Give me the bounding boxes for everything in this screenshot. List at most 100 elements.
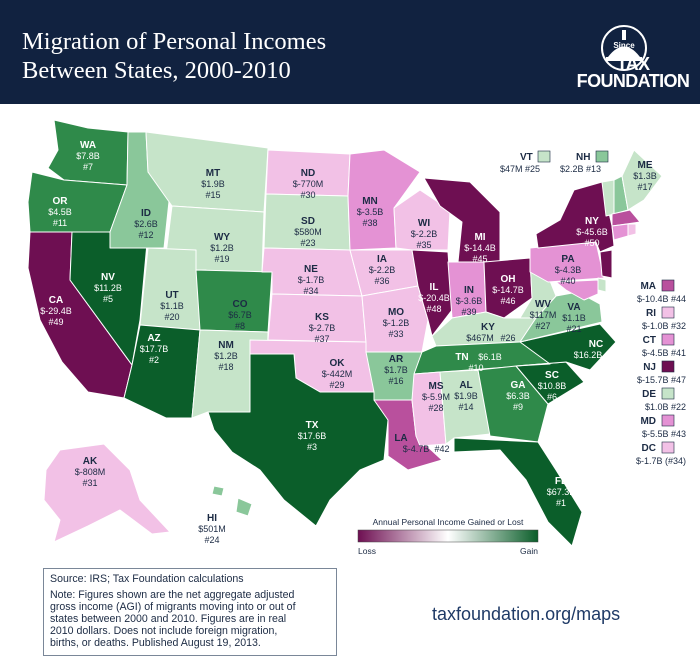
note-line: 2010 dollars. Does not include foreign m…: [50, 625, 278, 637]
callout-NJ: NJ $-15.7B #47: [637, 360, 686, 385]
label-abbr: FL: [555, 476, 567, 487]
label-MT: MT$1.9B#15: [201, 168, 225, 200]
label-value: $16.2B: [574, 350, 603, 360]
label-rank: #1: [556, 498, 566, 508]
label-SC: SC$10.8B#6: [538, 370, 567, 402]
label-AL: AL$1.9B#14: [454, 380, 478, 412]
label-value: $17.7B: [140, 344, 169, 354]
callout-MD: MD $-5.5B #43: [640, 414, 686, 439]
label-rank: #37: [314, 334, 329, 344]
label-SD: SD$580M#23: [294, 216, 322, 248]
label-rank: #45: [472, 254, 487, 264]
label-rank: #14: [458, 402, 473, 412]
label-HI: HI$501M#24: [198, 513, 226, 545]
label-rank: #21: [566, 324, 581, 334]
label-WI: WI$-2.2B#35: [411, 218, 438, 250]
label-value: $-29.4B: [40, 306, 72, 316]
label-value: $-4.3B: [555, 265, 582, 275]
note-line: Note: Figures shown are the net aggregat…: [50, 589, 295, 601]
label-abbr: OH: [501, 274, 516, 285]
label-MO: MO$-1.2B#33: [383, 307, 410, 339]
label-abbr: IN: [464, 285, 474, 296]
label-UT: UT$1.1B#20: [160, 290, 184, 322]
label-rank: #19: [214, 254, 229, 264]
label-value: $-808M: [75, 467, 106, 477]
legend-title: Annual Personal Income Gained or Lost: [373, 517, 524, 527]
label-rank: #26: [500, 333, 515, 343]
label-rank: #20: [164, 312, 179, 322]
label-abbr: WI: [418, 218, 430, 229]
label-abbr: CO: [233, 299, 248, 310]
callout-abbr: MD: [640, 416, 656, 427]
label-abbr: OR: [53, 196, 69, 207]
label-rank: #9: [513, 402, 523, 412]
label-abbr: ME: [638, 160, 653, 171]
map-title: Migration of Personal Incomes Between St…: [22, 27, 442, 85]
label-abbr: KS: [315, 312, 329, 323]
state-GA: [477, 365, 549, 443]
label-IN: IN$-3.6B#39: [456, 285, 483, 317]
label-abbr: AL: [459, 380, 472, 391]
callout-abbr: DC: [642, 443, 656, 454]
label-rank: #27: [535, 321, 550, 331]
label-rank: #28: [428, 403, 443, 413]
state-NC: [515, 323, 617, 371]
label-WY: WY$1.2B#19: [210, 232, 234, 264]
state-RI: [627, 223, 637, 237]
label-abbr: NE: [304, 264, 318, 275]
callout-VT: VT $47M #25: [500, 150, 551, 174]
callout-abbr: NJ: [643, 362, 656, 373]
callout-swatch: [595, 150, 609, 163]
label-rank: #2: [149, 355, 159, 365]
label-rank: #30: [300, 190, 315, 200]
label-rank: #17: [637, 182, 652, 192]
callout-NH: NH $2.2B #13: [560, 150, 609, 174]
legend-gradient-bar: [357, 529, 539, 543]
label-value: $467M: [466, 333, 494, 343]
label-rank: #4: [611, 350, 621, 360]
capitol-dome-logo: [601, 25, 647, 71]
label-rank: #16: [388, 376, 403, 386]
title-line-2: Between States, 2000-2010: [22, 57, 291, 84]
label-abbr: WY: [214, 232, 230, 243]
label-abbr: MT: [206, 168, 220, 179]
legend-gain-label: Gain: [520, 546, 538, 556]
label-rank: #33: [388, 329, 403, 339]
label-IA: IA$-2.2B#36: [369, 254, 396, 286]
title-line-1: Migration of Personal Incomes: [22, 28, 327, 55]
label-value: $6.1B: [478, 352, 502, 362]
label-LA: LA$-4.7B #42: [394, 433, 449, 454]
label-rank: #36: [374, 276, 389, 286]
logo-line-1: TAX: [616, 54, 650, 74]
state-MD: [555, 279, 599, 301]
label-rank: #12: [138, 230, 153, 240]
label-KY: KY$467M #26: [466, 322, 515, 343]
callout-value: $2.2B #13: [560, 164, 601, 174]
state-WI: [393, 189, 451, 251]
label-rank: #38: [362, 218, 377, 228]
state-TX: [207, 353, 389, 527]
label-value: $17.6B: [298, 431, 327, 441]
label-value: $1.2B: [210, 243, 234, 253]
label-abbr: NY: [585, 216, 599, 227]
callout-value: $47M #25: [500, 164, 540, 174]
label-value: $2.6B: [134, 219, 158, 229]
label-value: $-2.2B: [369, 265, 396, 275]
callout-swatch: [661, 279, 675, 292]
label-value: $-3.6B: [456, 296, 483, 306]
label-abbr: WV: [535, 299, 551, 310]
label-value: $4.5B: [48, 207, 72, 217]
website-link[interactable]: taxfoundation.org/maps: [432, 604, 621, 624]
state-OH: [483, 257, 533, 319]
label-rank: #34: [303, 286, 318, 296]
label-GA: GA$6.3B#9: [506, 380, 530, 412]
label-value: $67.3B: [547, 487, 576, 497]
state-MA: [611, 209, 641, 227]
label-value: $-3.5B: [357, 207, 384, 217]
label-value: $1.1B: [562, 313, 586, 323]
state-NJ: [599, 249, 613, 279]
state-AL: [439, 369, 491, 445]
callout-value: $-10.4B #44: [637, 294, 686, 304]
callout-value: $-15.7B #47: [637, 375, 686, 385]
callout-swatch: [661, 306, 675, 319]
